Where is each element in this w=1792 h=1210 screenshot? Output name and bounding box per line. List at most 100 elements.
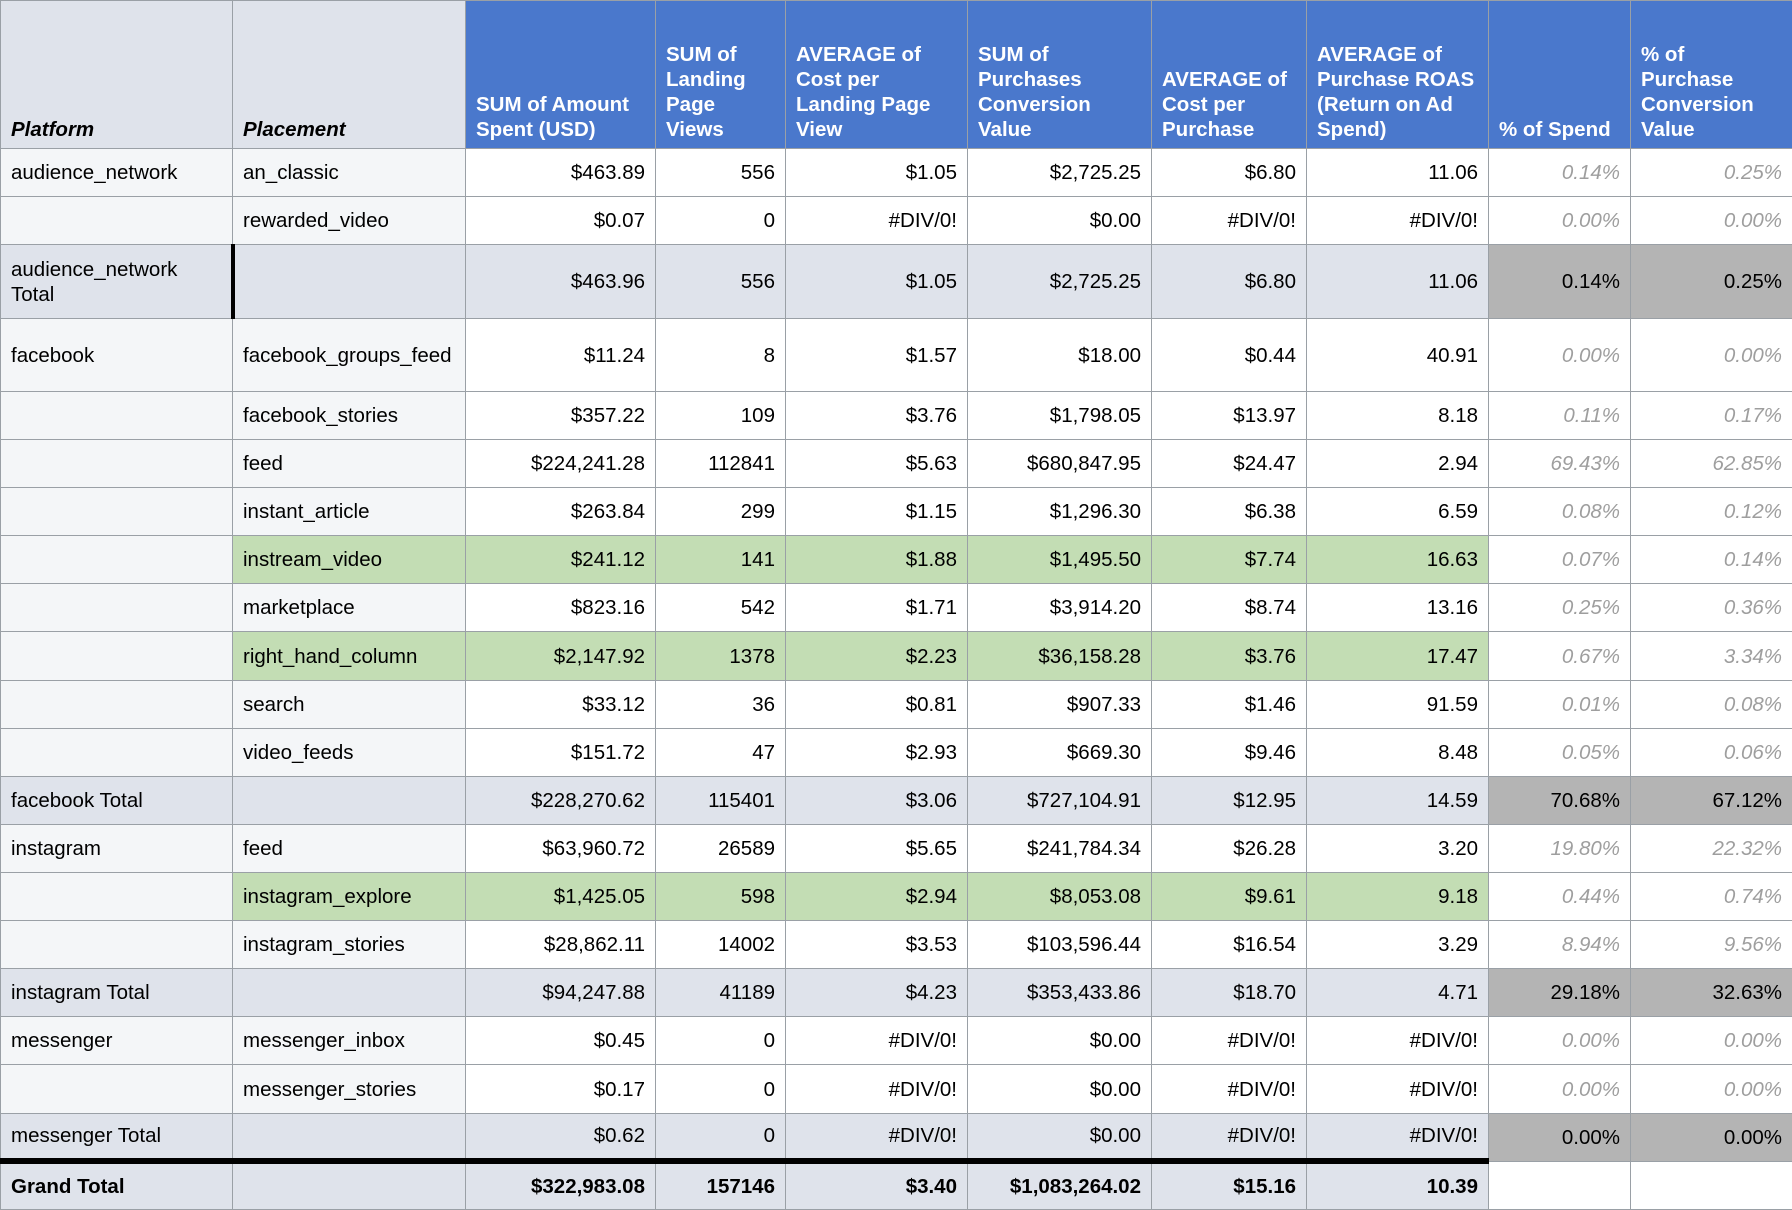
cell-cpp[interactable]: $12.95 [1151, 775, 1307, 825]
cell-pctspend[interactable]: 0.44% [1488, 872, 1631, 922]
cell-pctspend[interactable]: 19.80% [1488, 823, 1631, 874]
cell-lpv[interactable]: 112841 [655, 439, 786, 489]
cell-spend[interactable]: $0.45 [465, 1016, 656, 1066]
cell-pctspend[interactable]: 0.08% [1488, 487, 1631, 537]
cell-pcv[interactable]: $907.33 [967, 679, 1152, 729]
table-row[interactable]: messenger messenger_inbox $0.45 0 #DIV/0! $0.… [0, 1016, 1792, 1066]
cell-pctpcv[interactable]: 0.14% [1630, 535, 1792, 585]
cell-roas[interactable]: #DIV/0! [1306, 1112, 1489, 1162]
cell-pctspend[interactable]: 69.43% [1488, 439, 1631, 489]
cell-lpv[interactable]: 556 [655, 147, 786, 198]
cell-spend[interactable]: $823.16 [465, 583, 656, 633]
cell-pctspend[interactable]: 0.00% [1488, 1016, 1631, 1066]
cell-placement[interactable] [232, 1112, 466, 1162]
column-header-platform[interactable]: Platform [0, 0, 233, 149]
cell-roas[interactable]: 13.16 [1306, 583, 1489, 633]
cell-cpp[interactable]: $7.74 [1151, 535, 1307, 585]
cell-cpp[interactable]: $6.80 [1151, 147, 1307, 198]
cell-cpp[interactable]: $6.80 [1151, 244, 1307, 320]
cell-pctpcv[interactable]: 0.36% [1630, 583, 1792, 633]
cell-cplpv[interactable]: #DIV/0! [785, 1112, 968, 1162]
cell-cplpv[interactable]: $2.23 [785, 631, 968, 681]
cell-pctpcv[interactable]: 32.63% [1630, 968, 1792, 1018]
cell-pctspend[interactable]: 0.67% [1488, 631, 1631, 681]
table-row[interactable]: instagram feed $63,960.72 26589 $5.65 $241,78… [0, 823, 1792, 874]
cell-cpp[interactable]: $9.46 [1151, 727, 1307, 777]
cell-lpv[interactable]: 556 [655, 244, 786, 320]
cell-spend[interactable]: $463.89 [465, 147, 656, 198]
cell-cplpv[interactable]: $5.65 [785, 823, 968, 874]
cell-spend[interactable]: $463.96 [465, 244, 656, 320]
table-row[interactable]: instagram_stories $28,862.11 14002 $3.53 $10… [0, 920, 1792, 970]
grand-total-row[interactable]: Grand Total $322,983.08 157146 $3.40 $1,083,… [0, 1158, 1792, 1210]
cell-cplpv[interactable]: $1.57 [785, 318, 968, 392]
cell-spend[interactable]: $94,247.88 [465, 968, 656, 1018]
cell-cplpv[interactable]: $4.23 [785, 968, 968, 1018]
column-header-lpv[interactable]: SUM of Landing Page Views [655, 0, 786, 149]
cell-roas[interactable]: 17.47 [1306, 631, 1489, 681]
subtotal-row[interactable]: audience_network Total $463.96 556 $1.05 $2,… [0, 244, 1792, 320]
cell-pctpcv[interactable]: 0.17% [1630, 390, 1792, 441]
table-row[interactable]: marketplace $823.16 542 $1.71 $3,914.20 $8.74… [0, 583, 1792, 633]
cell-cplpv[interactable]: $1.71 [785, 583, 968, 633]
cell-roas[interactable]: #DIV/0! [1306, 196, 1489, 246]
cell-pctpcv[interactable]: 0.00% [1630, 1016, 1792, 1066]
cell-lpv[interactable]: 542 [655, 583, 786, 633]
cell-placement[interactable]: facebook_stories [232, 390, 466, 441]
cell-roas[interactable]: 8.48 [1306, 727, 1489, 777]
cell-spend[interactable]: $2,147.92 [465, 631, 656, 681]
cell-roas[interactable]: 4.71 [1306, 968, 1489, 1018]
cell-cpp[interactable]: #DIV/0! [1151, 1016, 1307, 1066]
cell-pcv[interactable]: $103,596.44 [967, 920, 1152, 970]
cell-lpv[interactable]: 41189 [655, 968, 786, 1018]
cell-cplpv[interactable]: $1.88 [785, 535, 968, 585]
cell-platform[interactable] [0, 535, 233, 585]
cell-platform[interactable] [0, 1064, 233, 1114]
cell-placement[interactable]: search [232, 679, 466, 729]
cell-cplpv[interactable]: $1.15 [785, 487, 968, 537]
cell-pcv[interactable]: $1,083,264.02 [967, 1158, 1152, 1210]
table-row[interactable]: facebook_stories $357.22 109 $3.76 $1,798.05… [0, 390, 1792, 441]
table-row[interactable]: instant_article $263.84 299 $1.15 $1,296.30 $… [0, 487, 1792, 537]
subtotal-row[interactable]: messenger Total $0.62 0 #DIV/0! $0.00 #DIV/0!… [0, 1112, 1792, 1162]
cell-spend[interactable]: $241.12 [465, 535, 656, 585]
cell-pcv[interactable]: $1,798.05 [967, 390, 1152, 441]
cell-placement[interactable] [232, 968, 466, 1018]
column-header-pcv[interactable]: SUM of Purchases Conversion Value [967, 0, 1152, 149]
cell-pctpcv[interactable]: 0.00% [1630, 1064, 1792, 1114]
cell-pcv[interactable]: $0.00 [967, 1064, 1152, 1114]
cell-cpp[interactable]: #DIV/0! [1151, 196, 1307, 246]
cell-platform[interactable] [0, 872, 233, 922]
cell-cpp[interactable]: $24.47 [1151, 439, 1307, 489]
cell-pcv[interactable]: $1,296.30 [967, 487, 1152, 537]
cell-roas[interactable]: #DIV/0! [1306, 1064, 1489, 1114]
cell-pctspend[interactable]: 29.18% [1488, 968, 1631, 1018]
cell-cplpv[interactable]: $0.81 [785, 679, 968, 729]
cell-pctpcv[interactable]: 0.00% [1630, 1112, 1792, 1162]
cell-spend[interactable]: $1,425.05 [465, 872, 656, 922]
cell-roas[interactable]: 11.06 [1306, 147, 1489, 198]
cell-roas[interactable]: 91.59 [1306, 679, 1489, 729]
cell-cplpv[interactable]: #DIV/0! [785, 1016, 968, 1066]
cell-pctpcv[interactable]: 0.08% [1630, 679, 1792, 729]
cell-cplpv[interactable]: $5.63 [785, 439, 968, 489]
cell-cpp[interactable]: $0.44 [1151, 318, 1307, 392]
cell-cplpv[interactable]: $2.93 [785, 727, 968, 777]
cell-pcv[interactable]: $727,104.91 [967, 775, 1152, 825]
cell-platform[interactable] [0, 679, 233, 729]
table-row[interactable]: right_hand_column $2,147.92 1378 $2.23 $36,1… [0, 631, 1792, 681]
cell-pcv[interactable]: $8,053.08 [967, 872, 1152, 922]
cell-lpv[interactable]: 47 [655, 727, 786, 777]
cell-platform[interactable]: instagram Total [0, 968, 233, 1018]
cell-spend[interactable]: $33.12 [465, 679, 656, 729]
cell-pctspend[interactable]: 0.00% [1488, 196, 1631, 246]
cell-cpp[interactable]: $1.46 [1151, 679, 1307, 729]
cell-pctpcv[interactable] [1630, 1160, 1792, 1210]
cell-cplpv[interactable]: $1.05 [785, 244, 968, 320]
cell-cplpv[interactable]: $2.94 [785, 872, 968, 922]
cell-cpp[interactable]: $3.76 [1151, 631, 1307, 681]
table-row[interactable]: audience_network an_classic $463.89 556 $1.0… [0, 147, 1792, 198]
cell-cpp[interactable]: #DIV/0! [1151, 1112, 1307, 1162]
column-header-pctspend[interactable]: % of Spend [1488, 0, 1631, 149]
column-header-placement[interactable]: Placement [232, 0, 466, 149]
